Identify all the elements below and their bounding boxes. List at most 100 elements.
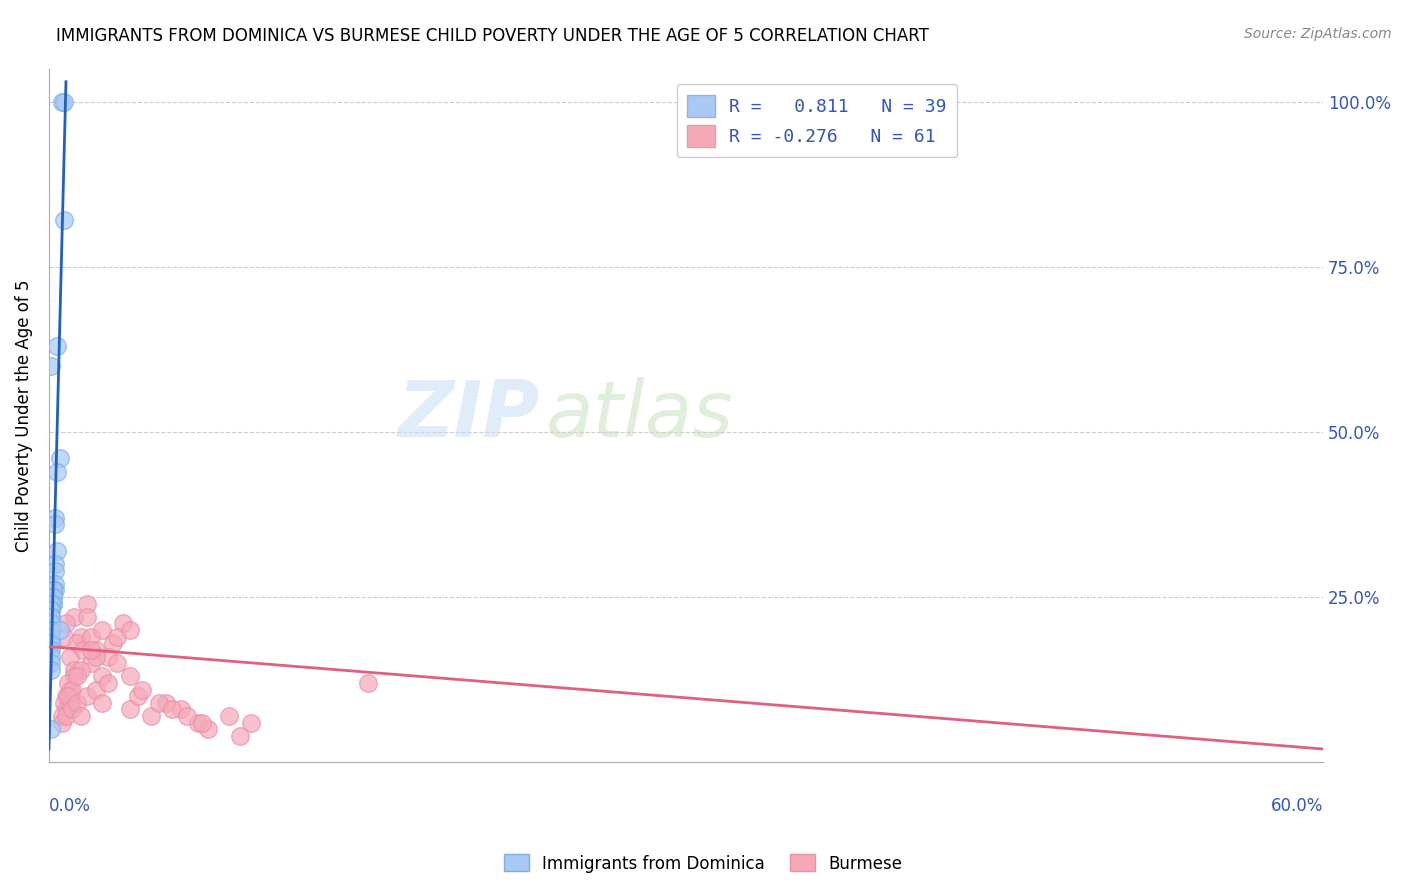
Point: [69, 663, 91, 677]
Point: [118, 669, 141, 683]
Point: [59, 696, 82, 710]
Point: [39, 649, 62, 664]
Point: [60, 682, 83, 697]
Point: [187, 715, 209, 730]
Point: [176, 709, 198, 723]
Point: [63, 669, 86, 683]
Point: [63, 610, 86, 624]
Point: [239, 715, 262, 730]
Point: [52, 95, 75, 109]
Point: [42, 590, 65, 604]
Point: [65, 636, 87, 650]
Point: [65, 696, 87, 710]
Point: [39, 603, 62, 617]
Point: [131, 682, 153, 697]
Point: [91, 623, 114, 637]
Text: ZIP: ZIP: [398, 377, 540, 453]
Point: [59, 649, 82, 664]
Point: [39, 656, 62, 670]
Point: [80, 656, 103, 670]
Point: [46, 543, 69, 558]
Point: [39, 623, 62, 637]
Point: [51, 709, 73, 723]
Point: [46, 339, 69, 353]
Point: [55, 702, 77, 716]
Point: [69, 630, 91, 644]
Point: [39, 636, 62, 650]
Point: [46, 465, 69, 479]
Text: atlas: atlas: [546, 377, 734, 453]
Point: [39, 603, 62, 617]
Point: [101, 636, 124, 650]
Point: [76, 610, 98, 624]
Point: [169, 702, 191, 716]
Point: [63, 663, 86, 677]
Point: [80, 630, 103, 644]
Text: 60.0%: 60.0%: [1271, 797, 1323, 815]
Point: [84, 682, 107, 697]
Point: [97, 676, 120, 690]
Point: [39, 623, 62, 637]
Point: [56, 689, 79, 703]
Point: [39, 722, 62, 736]
Point: [55, 709, 77, 723]
Point: [42, 590, 65, 604]
Point: [52, 696, 75, 710]
Point: [105, 656, 128, 670]
Text: 0.0%: 0.0%: [49, 797, 91, 815]
Point: [72, 643, 94, 657]
Point: [52, 213, 75, 227]
Point: [39, 663, 62, 677]
Point: [55, 689, 77, 703]
Point: [97, 649, 120, 664]
Point: [52, 630, 75, 644]
Point: [91, 669, 114, 683]
Point: [155, 696, 177, 710]
Point: [76, 689, 98, 703]
Point: [112, 616, 135, 631]
Point: [191, 715, 214, 730]
Point: [127, 689, 149, 703]
Point: [160, 702, 183, 716]
Text: IMMIGRANTS FROM DOMINICA VS BURMESE CHILD POVERTY UNDER THE AGE OF 5 CORRELATION: IMMIGRANTS FROM DOMINICA VS BURMESE CHIL…: [56, 27, 929, 45]
Point: [51, 95, 73, 109]
Y-axis label: Child Poverty Under the Age of 5: Child Poverty Under the Age of 5: [15, 279, 32, 551]
Point: [56, 676, 79, 690]
Point: [44, 517, 66, 532]
Legend: R =   0.811   N = 39, R = -0.276   N = 61: R = 0.811 N = 39, R = -0.276 N = 61: [676, 85, 957, 157]
Legend: Immigrants from Dominica, Burmese: Immigrants from Dominica, Burmese: [498, 847, 908, 880]
Point: [44, 583, 66, 598]
Point: [39, 630, 62, 644]
Point: [39, 359, 62, 373]
Point: [60, 702, 83, 716]
Point: [42, 597, 65, 611]
Point: [39, 636, 62, 650]
Point: [48, 451, 70, 466]
Point: [84, 649, 107, 664]
Point: [39, 597, 62, 611]
Point: [39, 610, 62, 624]
Point: [39, 616, 62, 631]
Point: [55, 616, 77, 631]
Point: [118, 623, 141, 637]
Point: [39, 623, 62, 637]
Point: [42, 597, 65, 611]
Point: [118, 702, 141, 716]
Text: Source: ZipAtlas.com: Source: ZipAtlas.com: [1244, 27, 1392, 41]
Point: [39, 643, 62, 657]
Point: [39, 610, 62, 624]
Point: [44, 577, 66, 591]
Point: [139, 709, 162, 723]
Point: [44, 564, 66, 578]
Point: [76, 597, 98, 611]
Point: [80, 643, 103, 657]
Point: [44, 510, 66, 524]
Point: [65, 669, 87, 683]
Point: [69, 709, 91, 723]
Point: [42, 583, 65, 598]
Point: [197, 722, 219, 736]
Point: [356, 676, 378, 690]
Point: [44, 557, 66, 571]
Point: [229, 729, 252, 743]
Point: [42, 583, 65, 598]
